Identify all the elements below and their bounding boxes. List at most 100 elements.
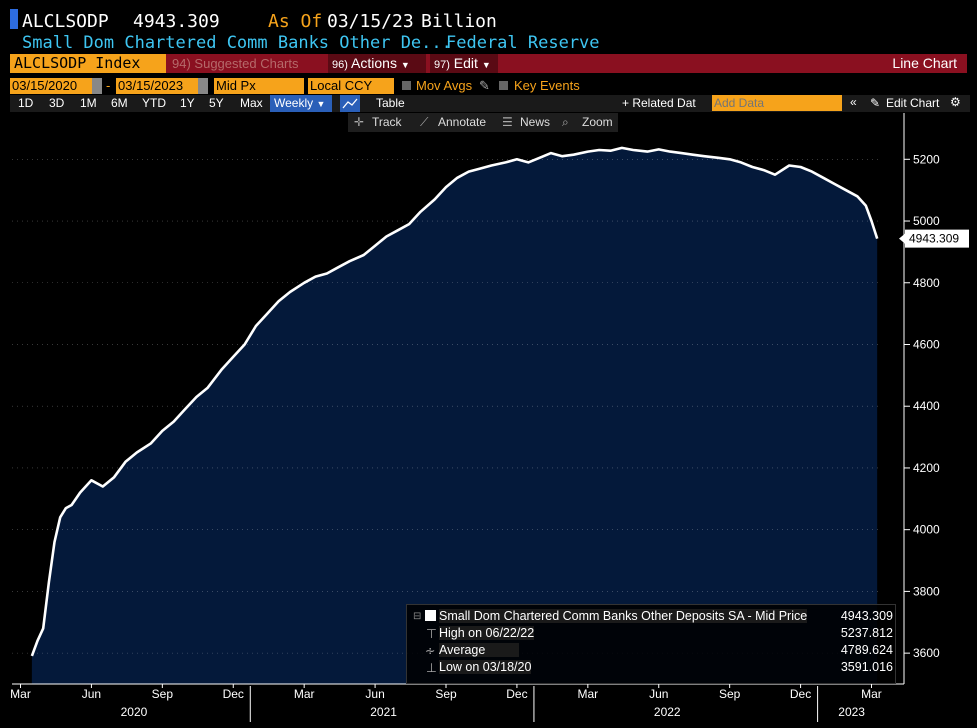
end-date-input[interactable]: 03/15/2023 bbox=[116, 78, 198, 94]
x-year-label: 2021 bbox=[370, 705, 397, 719]
range-1m[interactable]: 1M bbox=[80, 96, 97, 110]
table-button[interactable]: Table bbox=[376, 96, 405, 110]
last-value: 4943.309 bbox=[133, 11, 220, 32]
main-toolbar: ALCLSODP Index 94) Suggested Charts 96) … bbox=[10, 54, 967, 73]
range-5y[interactable]: 5Y bbox=[209, 96, 224, 110]
crosshair-icon: ✛ bbox=[354, 115, 365, 129]
range-1d[interactable]: 1D bbox=[18, 96, 34, 110]
pencil-icon[interactable]: ✎ bbox=[479, 78, 490, 93]
legend-average-value: 4789.624 bbox=[840, 643, 893, 657]
series-line bbox=[30, 146, 879, 657]
collapse-icon[interactable]: ⊟ bbox=[413, 611, 422, 622]
unit-label: Billion bbox=[421, 11, 497, 32]
key-events-checkbox[interactable] bbox=[499, 81, 508, 90]
x-tick-label: Jun bbox=[365, 687, 384, 701]
x-tick-label: Dec bbox=[506, 687, 527, 701]
edit-button[interactable]: 97) Edit ▼ bbox=[430, 54, 498, 73]
ticker-marker bbox=[10, 9, 18, 29]
date-controls: 03/15/2020 - 03/15/2023 Mid Px Local CCY… bbox=[10, 78, 970, 95]
calendar-icon[interactable] bbox=[198, 78, 208, 94]
y-tick-label: 3600 bbox=[913, 646, 940, 660]
y-tick-label: 5200 bbox=[913, 152, 940, 166]
legend: ⊟ Small Dom Chartered Comm Banks Other D… bbox=[406, 604, 896, 684]
zoom-icon: ⌕ bbox=[562, 115, 569, 129]
series-swatch bbox=[425, 610, 436, 621]
collapse-icon[interactable]: « bbox=[850, 95, 857, 109]
actions-button[interactable]: 96) Actions ▼ bbox=[328, 54, 426, 73]
x-year-label: 2022 bbox=[654, 705, 681, 719]
news-icon: ☰ bbox=[502, 115, 513, 129]
header-row: ALCLSODP 4943.309 As Of 03/15/23 Billion bbox=[0, 6, 977, 34]
x-tick-label: Mar bbox=[577, 687, 598, 701]
source-label: Federal Reserve bbox=[446, 33, 600, 53]
last-value-callout: 4943.309 bbox=[899, 229, 969, 248]
mov-avgs-label: Mov Avgs bbox=[416, 78, 473, 93]
legend-average-label: Average bbox=[439, 643, 520, 657]
y-tick-label: 3800 bbox=[913, 584, 940, 598]
x-tick-label: Sep bbox=[719, 687, 741, 701]
as-of-label: As Of bbox=[268, 11, 323, 32]
edit-chart-button[interactable]: Edit Chart bbox=[886, 96, 940, 110]
chart-type-label[interactable]: Line Chart bbox=[892, 55, 957, 71]
gear-icon[interactable]: ⚙ bbox=[950, 95, 961, 109]
add-data-input[interactable] bbox=[712, 95, 842, 111]
x-tick-label: Jun bbox=[82, 687, 101, 701]
date-separator: - bbox=[106, 78, 111, 93]
last-value-label: 4943.309 bbox=[909, 232, 959, 246]
annotate-icon: ⟋ bbox=[420, 115, 429, 129]
range-ytd[interactable]: YTD bbox=[142, 96, 166, 110]
low-marker-icon: ⊥ bbox=[426, 661, 437, 675]
key-events-label: Key Events bbox=[514, 78, 580, 93]
range-max[interactable]: Max bbox=[240, 96, 263, 110]
security-field[interactable]: ALCLSODP Index bbox=[10, 54, 166, 73]
ticker: ALCLSODP bbox=[22, 11, 109, 32]
legend-low-label: Low on 03/18/20 bbox=[439, 660, 532, 674]
x-tick-label: Dec bbox=[223, 687, 244, 701]
range-3d[interactable]: 3D bbox=[49, 96, 65, 110]
last-value-box bbox=[905, 229, 969, 248]
legend-series-name: Small Dom Chartered Comm Banks Other Dep… bbox=[439, 609, 808, 623]
x-tick-label: Jun bbox=[649, 687, 668, 701]
legend-high-label: High on 06/22/22 bbox=[439, 626, 535, 640]
legend-low-value: 3591.016 bbox=[840, 660, 893, 674]
suggested-charts-button[interactable]: 94) Suggested Charts bbox=[172, 56, 299, 71]
track-button[interactable]: Track bbox=[372, 115, 402, 129]
x-tick-label: Sep bbox=[435, 687, 457, 701]
as-of-date: 03/15/23 bbox=[327, 11, 414, 32]
range-bar: 1D 3D 1M 6M YTD 1Y 5Y Max Weekly ▼ Table… bbox=[10, 95, 970, 112]
y-tick-label: 4000 bbox=[913, 523, 940, 537]
legend-series-value: 4943.309 bbox=[840, 609, 893, 623]
chevron-down-icon: ▼ bbox=[481, 60, 491, 70]
related-data-button[interactable]: + Related Dat bbox=[622, 96, 696, 110]
x-tick-label: Mar bbox=[294, 687, 315, 701]
x-year-label: 2020 bbox=[121, 705, 148, 719]
x-tick-label: Mar bbox=[10, 687, 31, 701]
legend-high-value: 5237.812 bbox=[840, 626, 893, 640]
news-button[interactable]: News bbox=[520, 115, 551, 129]
series-area bbox=[31, 147, 878, 684]
price-field-select[interactable]: Mid Px bbox=[214, 78, 304, 94]
range-1y[interactable]: 1Y bbox=[180, 96, 195, 110]
calendar-icon[interactable] bbox=[92, 78, 102, 94]
average-marker-icon: ∻ bbox=[425, 644, 436, 658]
chevron-down-icon: ▼ bbox=[400, 60, 410, 70]
y-tick-label: 4800 bbox=[913, 276, 940, 290]
y-tick-label: 4200 bbox=[913, 461, 940, 475]
zoom-button[interactable]: Zoom bbox=[582, 115, 613, 129]
annotate-button[interactable]: Annotate bbox=[438, 115, 487, 129]
last-value-pointer bbox=[899, 233, 905, 244]
y-tick-label: 4600 bbox=[913, 337, 940, 351]
frequency-select[interactable]: Weekly ▼ bbox=[270, 95, 332, 112]
start-date-input[interactable]: 03/15/2020 bbox=[10, 78, 92, 94]
mov-avgs-checkbox[interactable] bbox=[402, 81, 411, 90]
x-tick-label: Mar bbox=[861, 687, 882, 701]
chart-tools: ✛ Track ⟋ Annotate ☰ News ⌕ Zoom bbox=[348, 113, 618, 132]
high-marker-icon: ⊤ bbox=[426, 627, 437, 641]
line-chart-icon[interactable] bbox=[340, 95, 360, 112]
x-year-label: 2023 bbox=[838, 705, 865, 719]
range-6m[interactable]: 6M bbox=[111, 96, 128, 110]
y-tick-label: 4400 bbox=[913, 399, 940, 413]
y-tick-label: 5000 bbox=[913, 214, 940, 228]
currency-select[interactable]: Local CCY bbox=[308, 78, 394, 94]
